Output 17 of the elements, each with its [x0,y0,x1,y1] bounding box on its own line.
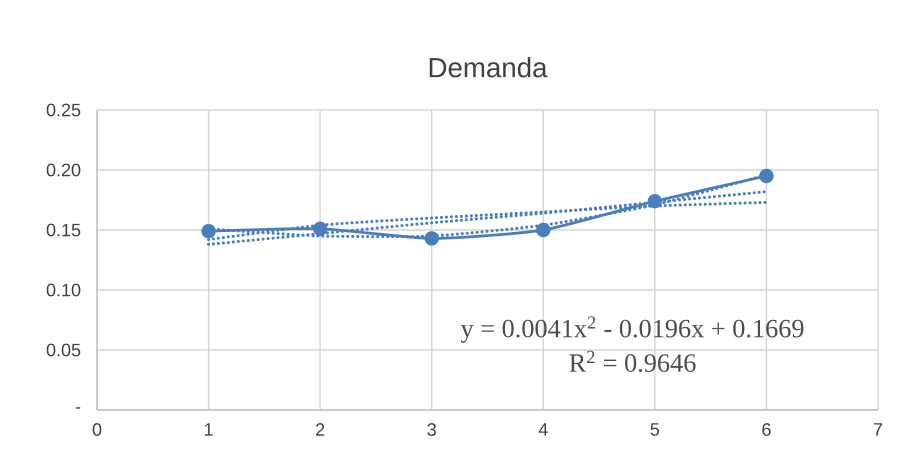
x-tick-label: 3 [427,423,436,436]
chart-title: Demanda [430,57,548,78]
y-tick-label: 0.25 [46,104,80,116]
y-tick-label: 0.10 [46,284,80,296]
annotation: R$^{2}$ = 0.9646 [569,350,696,372]
y-tick-label: 0.05 [46,344,80,356]
x-tick-label: 7 [874,423,882,436]
x-tick-label: 6 [762,423,771,436]
x-tick-label: 0 [92,423,102,436]
x-tick-label: 4 [538,423,548,436]
y-tick-label: 0.20 [46,164,80,176]
y-tick-label: 0.15 [46,224,80,236]
x-tick-label: 1 [204,423,213,436]
x-tick-label: 5 [650,423,660,436]
y-tick-label: - [76,407,80,409]
annotation: y = 0.0041x$^{2}$ - 0.0196x + 0.1669 [460,316,804,343]
x-tick-label: 2 [316,423,324,436]
